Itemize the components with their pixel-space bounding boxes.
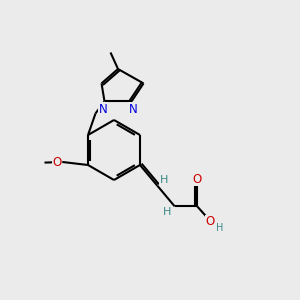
Text: O: O	[193, 173, 202, 186]
Text: N: N	[129, 103, 137, 116]
Text: O: O	[52, 155, 62, 169]
Text: H: H	[216, 223, 223, 233]
Text: H: H	[160, 175, 168, 185]
Text: H: H	[163, 207, 171, 217]
Text: N: N	[99, 103, 107, 116]
Text: O: O	[205, 215, 214, 228]
